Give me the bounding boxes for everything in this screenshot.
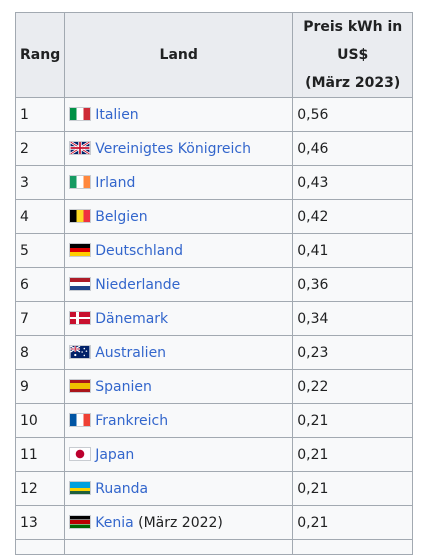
table-row: 8 Australien 0,23 xyxy=(14,335,414,370)
flag-japan-icon[interactable] xyxy=(69,446,92,461)
table-row: 2 Vereinigtes Königreich 0,46 xyxy=(14,131,414,166)
rank-cell: 9 xyxy=(14,369,66,404)
rank-cell: 3 xyxy=(14,165,66,200)
country-link[interactable]: Italien xyxy=(95,106,139,123)
table-row: 6 Niederlande 0,36 xyxy=(14,267,414,302)
country-link[interactable]: Ruanda xyxy=(95,480,149,497)
flag-italy-icon[interactable] xyxy=(69,106,92,121)
country-link[interactable]: Irland xyxy=(95,174,136,191)
price-cell: 0,56 xyxy=(292,97,414,132)
country-link[interactable]: Frankreich xyxy=(95,412,169,429)
header-price[interactable]: Preis kWh in US$ (März 2023) xyxy=(292,12,414,98)
table-row: 10 Frankreich 0,21 xyxy=(14,403,414,438)
flag-ireland-icon[interactable] xyxy=(69,174,92,189)
empty-cell xyxy=(64,539,294,555)
header-country[interactable]: Land xyxy=(64,12,294,98)
flag-kenya-icon[interactable] xyxy=(69,514,92,529)
flag-spain-icon[interactable] xyxy=(69,378,92,393)
flag-uk-icon[interactable] xyxy=(69,140,92,155)
flag-belgium-icon[interactable] xyxy=(69,208,92,223)
country-cell: Frankreich xyxy=(64,403,294,438)
country-cell: Japan xyxy=(64,437,294,472)
country-cell: Dänemark xyxy=(64,301,294,336)
country-link[interactable]: Australien xyxy=(95,344,167,361)
price-cell: 0,23 xyxy=(292,335,414,370)
price-cell: 0,42 xyxy=(292,199,414,234)
rank-cell: 8 xyxy=(14,335,66,370)
country-link[interactable]: Niederlande xyxy=(95,276,181,293)
rank-cell: 5 xyxy=(14,233,66,268)
country-cell: Niederlande xyxy=(64,267,294,302)
electricity-price-table: Rang Land Preis kWh in US$ (März 2023) 1… xyxy=(14,12,414,555)
price-cell: 0,36 xyxy=(292,267,414,302)
rank-cell: 12 xyxy=(14,471,66,506)
flag-netherlands-icon[interactable] xyxy=(69,276,92,291)
rank-cell: 10 xyxy=(14,403,66,438)
country-cell: Belgien xyxy=(64,199,294,234)
country-cell: Spanien xyxy=(64,369,294,404)
rank-cell: 1 xyxy=(14,97,66,132)
price-cell: 0,43 xyxy=(292,165,414,200)
price-cell: 0,41 xyxy=(292,233,414,268)
table-row: 11 Japan 0,21 xyxy=(14,437,414,472)
country-link[interactable]: Belgien xyxy=(95,208,148,225)
flag-france-icon[interactable] xyxy=(69,412,92,427)
flag-rwanda-icon[interactable] xyxy=(69,480,92,495)
price-cell: 0,21 xyxy=(292,437,414,472)
country-cell: Irland xyxy=(64,165,294,200)
country-link[interactable]: Japan xyxy=(95,446,135,463)
flag-denmark-icon[interactable] xyxy=(69,310,92,325)
table-row: 5 Deutschland 0,41 xyxy=(14,233,414,268)
table-row: 3 Irland 0,43 xyxy=(14,165,414,200)
header-price-date: (März 2023) xyxy=(305,75,401,91)
header-country-label: Land xyxy=(159,47,198,63)
table-row: 7 Dänemark 0,34 xyxy=(14,301,414,336)
country-link[interactable]: Vereinigtes Königreich xyxy=(95,140,251,157)
country-cell: Deutschland xyxy=(64,233,294,268)
price-cell: 0,21 xyxy=(292,403,414,438)
rank-cell: 4 xyxy=(14,199,66,234)
country-cell: Ruanda xyxy=(64,471,294,506)
country-link[interactable]: Spanien xyxy=(95,378,152,395)
empty-cell xyxy=(14,539,66,555)
table-row: 9 Spanien 0,22 xyxy=(14,369,414,404)
header-rank[interactable]: Rang xyxy=(14,12,66,98)
country-link[interactable]: Deutschland xyxy=(95,242,184,259)
rank-cell: 2 xyxy=(14,131,66,166)
table-row: 12 Ruanda 0,21 xyxy=(14,471,414,506)
empty-cell xyxy=(292,539,414,555)
price-cell: 0,34 xyxy=(292,301,414,336)
country-link[interactable]: Dänemark xyxy=(95,310,169,327)
table-row-partial xyxy=(14,539,414,555)
rank-cell: 6 xyxy=(14,267,66,302)
country-cell: Italien xyxy=(64,97,294,132)
country-cell: Vereinigtes Königreich xyxy=(64,131,294,166)
header-price-label: Preis kWh in US$ xyxy=(303,19,403,63)
table-header-row: Rang Land Preis kWh in US$ (März 2023) xyxy=(14,12,414,98)
table-row: 1 Italien 0,56 xyxy=(14,97,414,132)
flag-germany-icon[interactable] xyxy=(69,242,92,257)
country-cell: Australien xyxy=(64,335,294,370)
rank-cell: 11 xyxy=(14,437,66,472)
price-cell: 0,22 xyxy=(292,369,414,404)
price-cell: 0,21 xyxy=(292,471,414,506)
rank-cell: 7 xyxy=(14,301,66,336)
flag-australia-icon[interactable] xyxy=(69,344,92,359)
price-cell: 0,46 xyxy=(292,131,414,166)
header-rank-label: Rang xyxy=(20,47,61,63)
table-row: 4 Belgien 0,42 xyxy=(14,199,414,234)
